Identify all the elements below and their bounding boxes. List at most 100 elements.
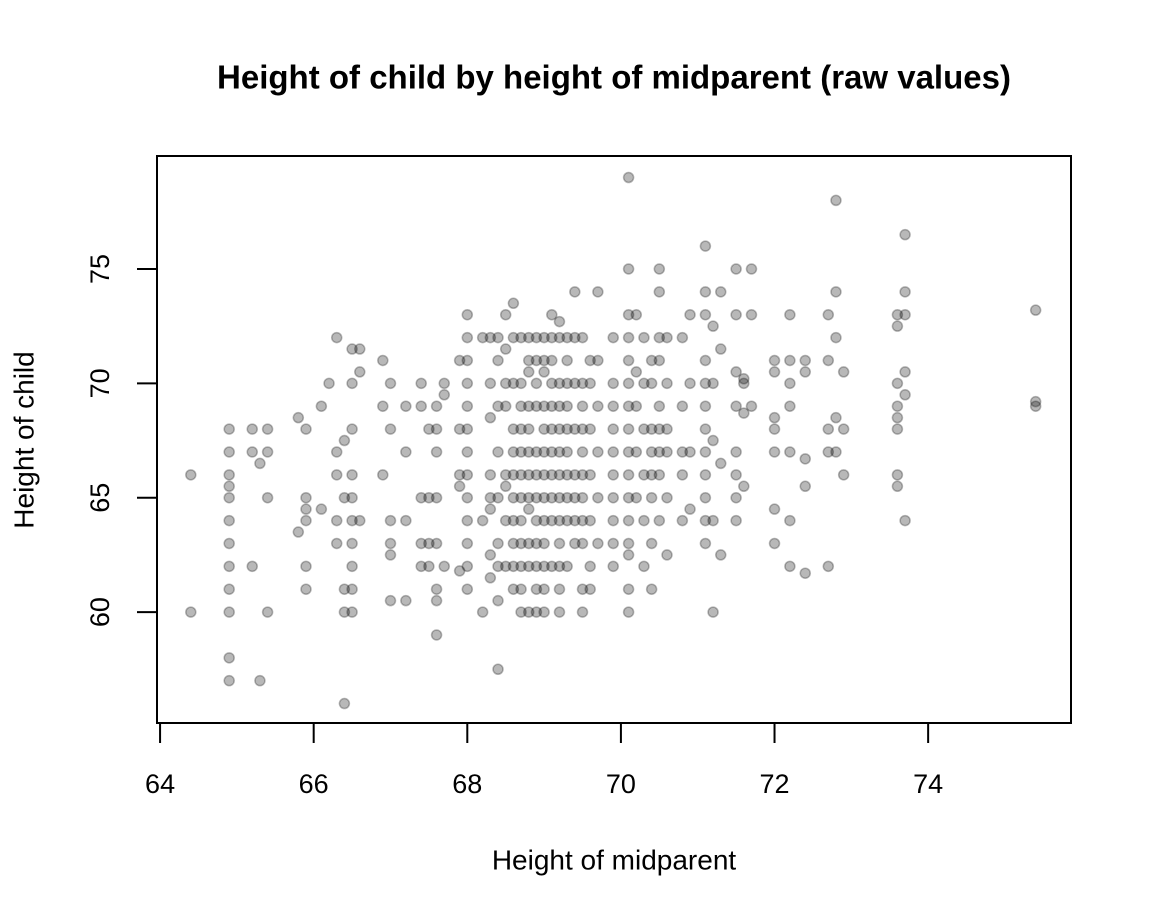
point (507, 331, 520, 344)
point (638, 377, 650, 390)
point (254, 457, 266, 470)
point (553, 400, 566, 412)
point (715, 286, 727, 298)
point (607, 469, 619, 481)
point (522, 354, 535, 367)
point (576, 331, 589, 344)
x-tick-label: 64 (145, 769, 175, 799)
point (530, 377, 543, 390)
point (461, 560, 474, 573)
point (430, 491, 443, 504)
point (822, 423, 835, 435)
point (645, 354, 658, 367)
point (738, 377, 750, 390)
point (476, 331, 489, 344)
point (384, 377, 397, 390)
point (522, 331, 535, 344)
point (653, 400, 666, 412)
point (507, 583, 520, 595)
point (745, 263, 758, 275)
point (538, 446, 550, 458)
point (899, 286, 911, 298)
point (261, 606, 274, 618)
point (592, 491, 604, 504)
point (653, 469, 666, 481)
point (553, 537, 566, 550)
point (569, 331, 581, 344)
point (891, 411, 904, 424)
point (346, 560, 358, 573)
point (515, 583, 527, 595)
point (676, 514, 689, 527)
point (261, 491, 274, 504)
y-tick-label: 75 (85, 254, 115, 284)
point (430, 400, 443, 412)
point (499, 308, 512, 321)
point (538, 491, 550, 504)
point (300, 423, 312, 435)
point (576, 423, 589, 435)
point (384, 514, 397, 527)
point (653, 263, 666, 275)
point (738, 480, 750, 493)
point (768, 423, 781, 435)
point (522, 400, 535, 412)
point (569, 423, 581, 435)
point (584, 377, 596, 390)
point (492, 400, 504, 412)
point (661, 423, 673, 435)
point (461, 583, 474, 595)
point (484, 503, 497, 515)
point (438, 389, 451, 401)
point (730, 469, 742, 481)
point (461, 400, 474, 412)
point (822, 446, 835, 458)
point (430, 537, 443, 550)
point (653, 354, 666, 367)
point (223, 652, 235, 664)
point (738, 407, 750, 419)
point (461, 308, 474, 321)
point (546, 377, 558, 390)
point (699, 308, 712, 321)
point (768, 446, 781, 458)
point (430, 583, 443, 595)
point (561, 377, 573, 390)
point (415, 491, 427, 504)
point (622, 583, 635, 595)
point (300, 560, 312, 573)
point (730, 366, 742, 378)
point (546, 423, 558, 435)
point (569, 286, 581, 298)
point (699, 286, 712, 298)
point (607, 423, 619, 435)
point (745, 308, 758, 321)
point (546, 446, 558, 458)
point (784, 308, 796, 321)
point (638, 560, 650, 573)
point (484, 491, 497, 504)
point (784, 354, 796, 367)
point (384, 549, 397, 561)
point (499, 480, 512, 493)
point (607, 560, 619, 573)
point (745, 400, 758, 412)
point (338, 491, 351, 504)
point (899, 514, 911, 527)
point (438, 377, 451, 390)
point (891, 320, 904, 332)
point (553, 331, 566, 344)
point (622, 377, 635, 390)
point (699, 469, 712, 481)
x-tick-label: 74 (913, 769, 943, 799)
point (569, 514, 581, 527)
point (830, 194, 842, 207)
point (576, 537, 589, 550)
point (584, 514, 596, 527)
point (223, 606, 235, 618)
point (330, 331, 343, 344)
point (338, 697, 351, 710)
point (899, 228, 911, 241)
point (1029, 304, 1042, 316)
point (300, 491, 312, 504)
